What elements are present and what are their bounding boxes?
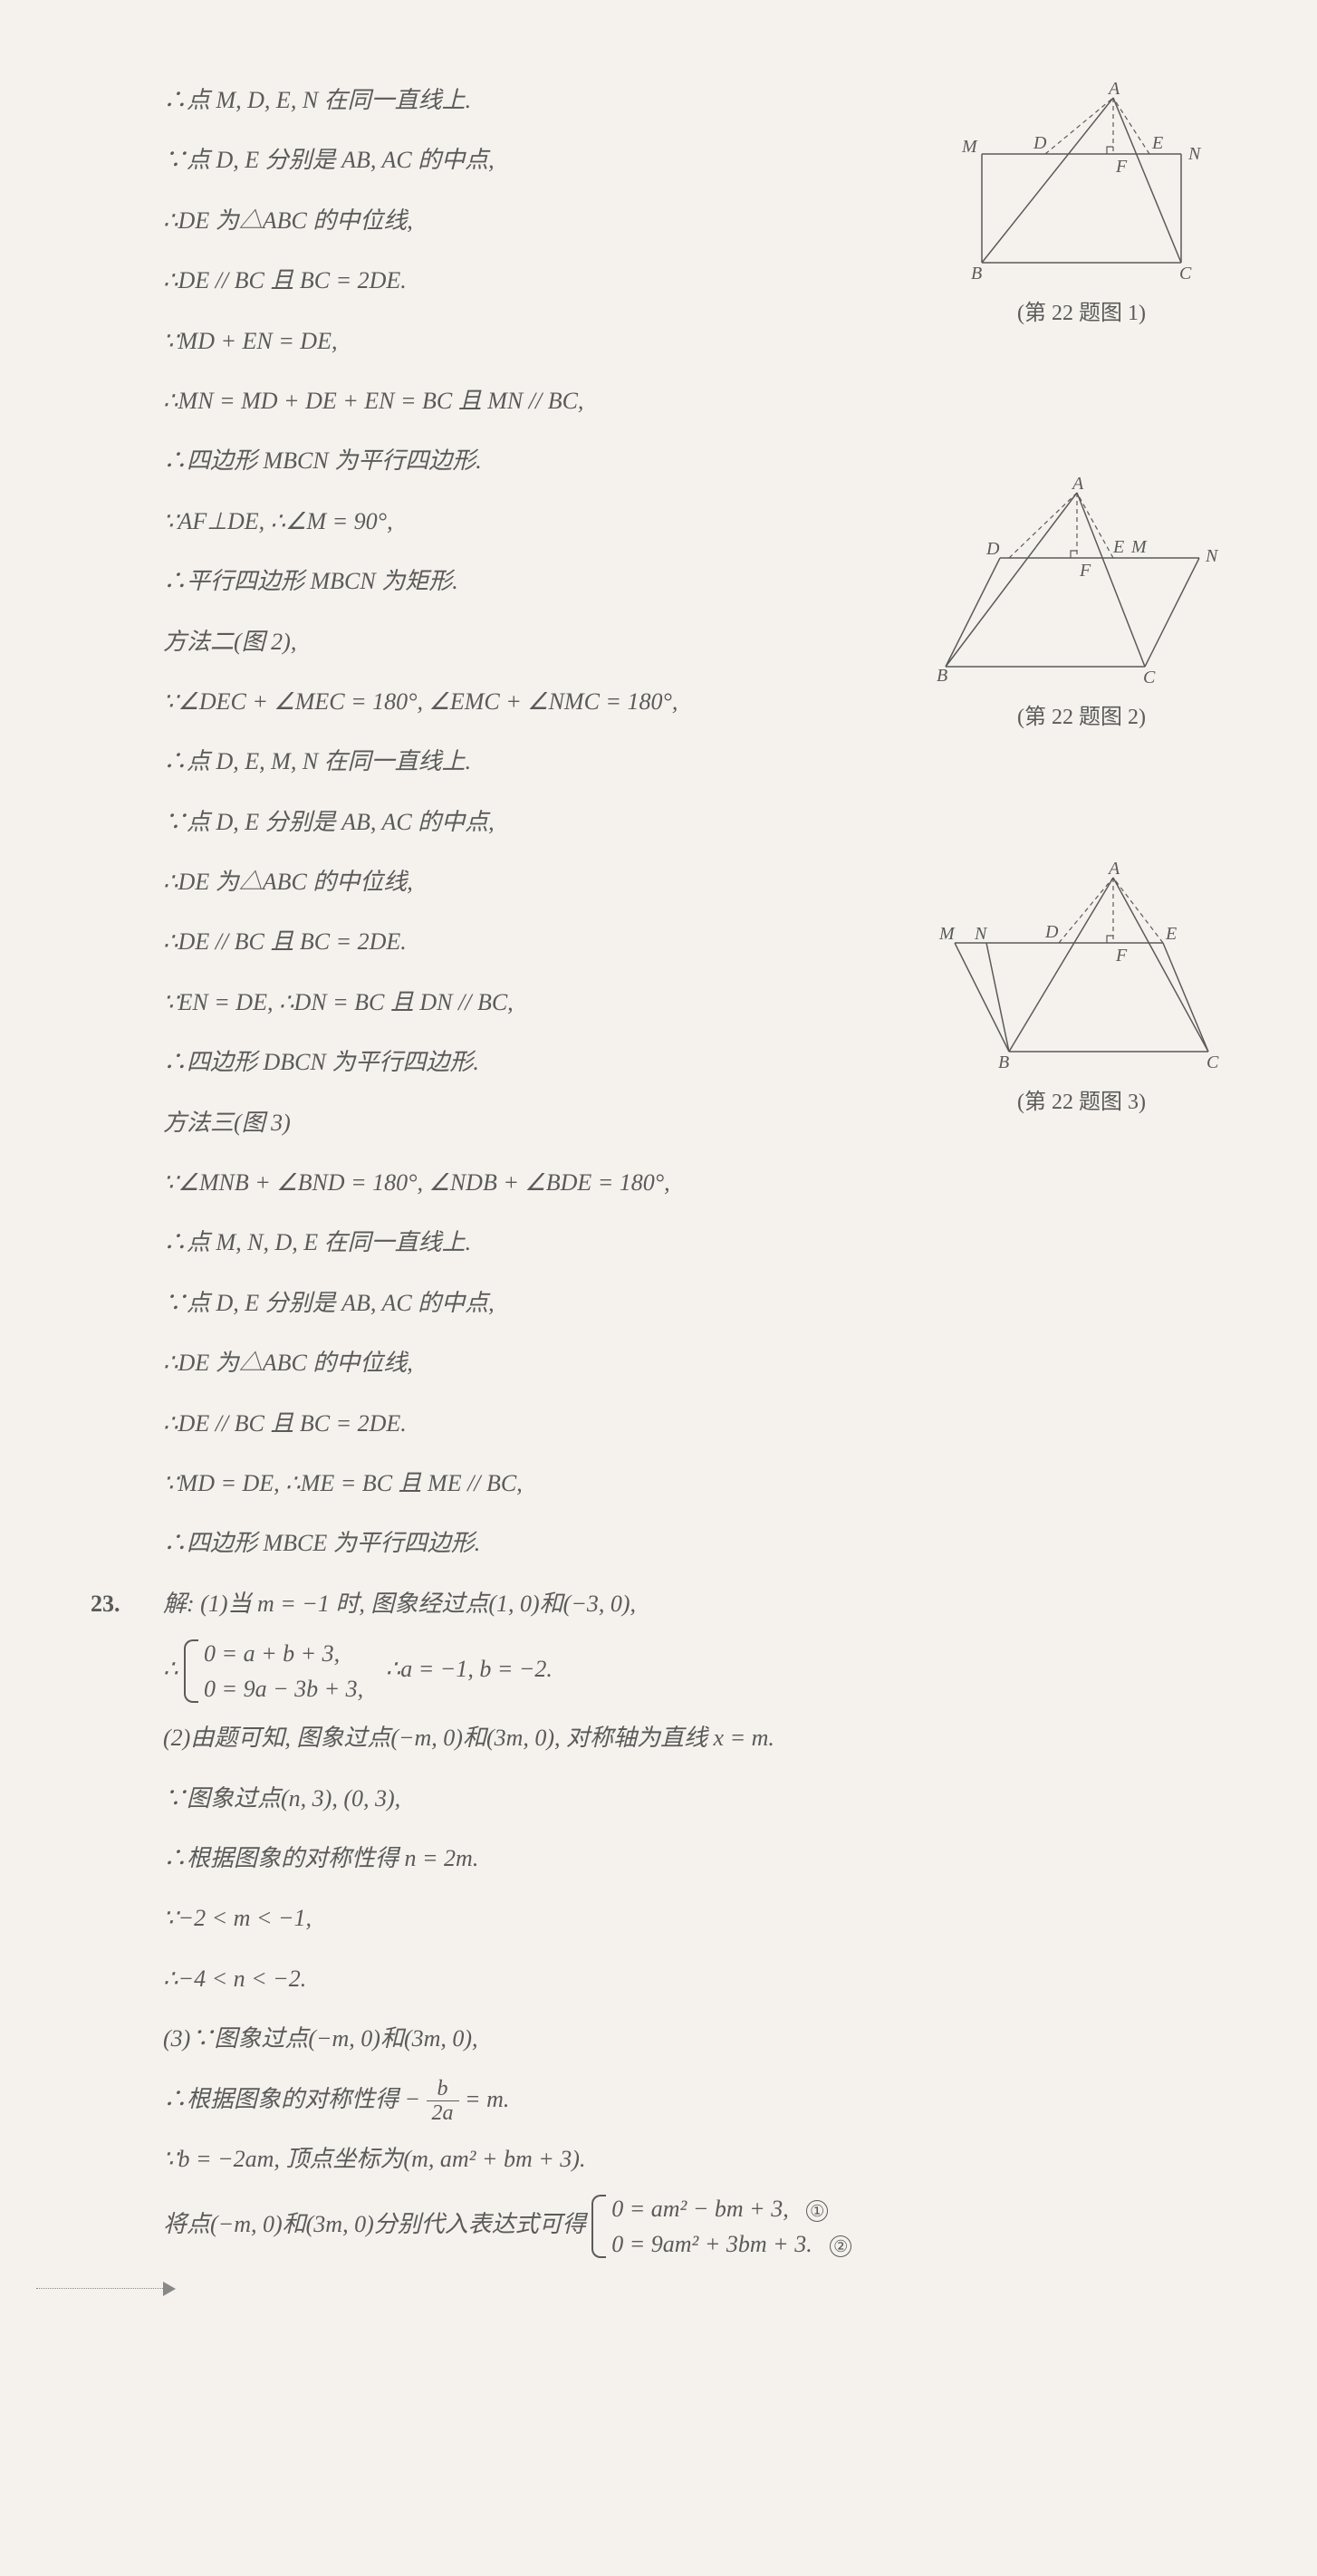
proof-line: ∴DE 为△ABC 的中位线, (163, 193, 915, 249)
figure-1-svg: A M D E N F B C (946, 82, 1217, 281)
brace-system: 0 = a + b + 3, 0 = 9a − 3b + 3, (184, 1636, 363, 1706)
solution-text: ∴根据图象的对称性得 n = 2m. (163, 1831, 915, 1887)
svg-text:F: F (1079, 561, 1091, 581)
svg-text:M: M (961, 137, 978, 157)
circled-number-2: ② (830, 2235, 851, 2257)
equation-system-2: 将点(−m, 0)和(3m, 0)分别代入表达式可得 0 = am² − bm … (163, 2191, 1159, 2262)
figure-3: A M N D E F B C (第 22 题图 3) (928, 861, 1235, 1129)
solution-text: ∴−4 < n < −2. (163, 1951, 915, 2007)
svg-text:E: E (1112, 537, 1124, 557)
figure-1-caption: (第 22 题图 1) (928, 288, 1235, 341)
svg-text:D: D (1044, 922, 1059, 942)
proof-line: ∴DE // BC 且 BC = 2DE. (163, 1396, 915, 1452)
svg-text:N: N (1205, 546, 1219, 566)
proof-line: ∴平行四边形 MBCN 为矩形. (163, 553, 915, 610)
svg-text:E: E (1151, 133, 1163, 153)
solution-text: (2)由题可知, 图象过点(−m, 0)和(3m, 0), 对称轴为直线 x =… (163, 1710, 1159, 1766)
svg-text:N: N (974, 924, 988, 944)
solution-text: (3)∵图象过点(−m, 0)和(3m, 0), (163, 2011, 915, 2067)
intro-text: 将点(−m, 0)和(3m, 0)分别代入表达式可得 (163, 2211, 586, 2237)
figure-3-svg: A M N D E F B C (937, 861, 1226, 1070)
solution-text: ∵−2 < m < −1, (163, 1890, 915, 1946)
proof-line: ∵AF⊥DE, ∴∠M = 90°, (163, 494, 915, 550)
svg-text:A: A (1071, 476, 1084, 494)
proof-line: ∵∠DEC + ∠MEC = 180°, ∠EMC + ∠NMC = 180°, (163, 674, 915, 730)
result-text: ∴a = −1, b = −2. (386, 1656, 553, 1682)
proof-line: ∵点 D, E 分别是 AB, AC 的中点, (163, 794, 915, 851)
figure-1: A M D E N F B C (第 22 题图 1) (928, 82, 1235, 341)
svg-text:C: C (1206, 1053, 1219, 1070)
solution-text: 解: (1)当 m = −1 时, 图象经过点(1, 0)和(−3, 0), (163, 1591, 636, 1617)
proof-line: ∴DE 为△ABC 的中位线, (163, 1335, 915, 1391)
figure-2-svg: A D E M N F B C (937, 476, 1226, 685)
solution-text: ∵图象过点(n, 3), (0, 3), (163, 1771, 915, 1827)
proof-line: ∵∠MNB + ∠BND = 180°, ∠NDB + ∠BDE = 180°, (163, 1155, 915, 1211)
proof-line: ∴DE // BC 且 BC = 2DE. (163, 253, 915, 309)
proof-line: ∴点 M, N, D, E 在同一直线上. (163, 1215, 915, 1271)
circled-number-1: ① (806, 2200, 828, 2222)
fraction: b 2a (427, 2077, 459, 2126)
proof-line: ∵MD = DE, ∴ME = BC 且 ME // BC, (163, 1456, 915, 1512)
svg-text:B: B (971, 264, 982, 281)
system-row: 0 = a + b + 3, (204, 1636, 363, 1671)
svg-text:B: B (937, 666, 947, 685)
method-heading: 方法三(图 3) (163, 1095, 915, 1151)
fraction-line: ∴根据图象的对称性得 − b 2a = m. (163, 2071, 915, 2128)
proof-line: ∵点 D, E 分别是 AB, AC 的中点, (163, 132, 915, 188)
proof-line: ∴点 M, D, E, N 在同一直线上. (163, 72, 915, 129)
svg-text:C: C (1179, 264, 1192, 281)
proof-line: ∵MD + EN = DE, (163, 313, 915, 370)
question-number: 23. (91, 1576, 120, 1632)
svg-text:F: F (1115, 157, 1128, 177)
equation-text: 0 = am² − bm + 3, (611, 2196, 788, 2222)
solution-text: ∵b = −2am, 顶点坐标为(m, am² + bm + 3). (163, 2131, 915, 2187)
proof-line: ∴四边形 MBCN 为平行四边形. (163, 433, 915, 489)
svg-text:N: N (1187, 144, 1202, 164)
page: A M D E N F B C (第 22 题图 1) (163, 72, 1235, 2262)
proof-line: ∴MN = MD + DE + EN = BC 且 MN // BC, (163, 373, 915, 429)
q23-line: 23. 解: (1)当 m = −1 时, 图象经过点(1, 0)和(−3, 0… (163, 1576, 915, 1632)
svg-text:B: B (998, 1053, 1009, 1070)
svg-text:E: E (1165, 924, 1177, 944)
svg-text:F: F (1115, 946, 1128, 966)
figure-column: A M D E N F B C (第 22 题图 1) (928, 72, 1235, 1148)
proof-line: ∴点 D, E, M, N 在同一直线上. (163, 734, 915, 790)
equation-system-1: ∴ 0 = a + b + 3, 0 = 9a − 3b + 3, ∴a = −… (163, 1636, 915, 1706)
footer-marker-icon (36, 2288, 163, 2289)
proof-line: ∴DE 为△ABC 的中位线, (163, 854, 915, 910)
proof-line: ∵点 D, E 分别是 AB, AC 的中点, (163, 1275, 915, 1331)
svg-text:M: M (1130, 537, 1148, 557)
proof-line: ∴四边形 DBCN 为平行四边形. (163, 1034, 915, 1091)
proof-line: ∵EN = DE, ∴DN = BC 且 DN // BC, (163, 975, 915, 1031)
svg-text:C: C (1143, 668, 1156, 685)
main-column: ∴点 M, D, E, N 在同一直线上. ∵点 D, E 分别是 AB, AC… (163, 72, 915, 2262)
brace-system: 0 = am² − bm + 3, ① 0 = 9am² + 3bm + 3. … (591, 2191, 851, 2262)
equation-text: 0 = 9am² + 3bm + 3. (611, 2231, 812, 2257)
text-after-fraction: = m. (465, 2086, 509, 2112)
method-heading: 方法二(图 2), (163, 614, 915, 670)
text-before-fraction: ∴根据图象的对称性得 − (163, 2086, 420, 2112)
figure-3-caption: (第 22 题图 3) (928, 1077, 1235, 1129)
svg-text:A: A (1107, 82, 1120, 99)
fraction-numerator: b (427, 2077, 459, 2101)
svg-text:D: D (1033, 133, 1047, 153)
figure-2-caption: (第 22 题图 2) (928, 692, 1235, 745)
svg-text:A: A (1107, 861, 1120, 879)
system-row: 0 = am² − bm + 3, ① (611, 2191, 851, 2226)
proof-line: ∴DE // BC 且 BC = 2DE. (163, 914, 915, 970)
proof-line: ∴四边形 MBCE 为平行四边形. (163, 1515, 915, 1572)
svg-text:D: D (985, 539, 1000, 559)
figure-2: A D E M N F B C (第 22 题图 2) (928, 476, 1235, 745)
therefore-symbol: ∴ (163, 1656, 178, 1682)
fraction-denominator: 2a (427, 2101, 459, 2125)
svg-text:M: M (938, 924, 956, 944)
system-row: 0 = 9a − 3b + 3, (204, 1671, 363, 1706)
system-row: 0 = 9am² + 3bm + 3. ② (611, 2226, 851, 2262)
